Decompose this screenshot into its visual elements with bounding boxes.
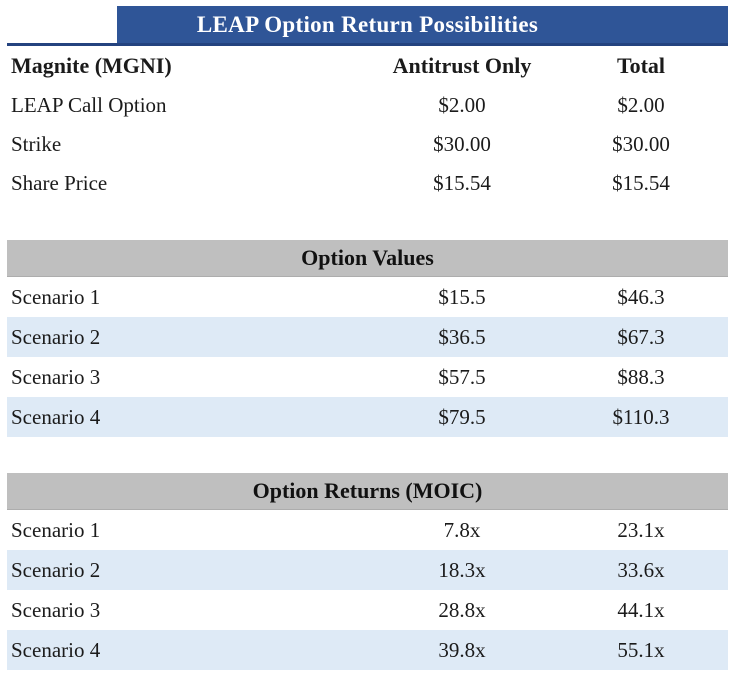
antitrust-value: 18.3x bbox=[438, 557, 486, 582]
antitrust-value: 7.8x bbox=[443, 517, 481, 542]
antitrust-value: $30.00 bbox=[433, 132, 491, 156]
column-header-antitrust: Antitrust Only bbox=[392, 53, 532, 78]
antitrust-value: 28.8x bbox=[438, 597, 486, 622]
table-row: Scenario 1 $15.5 $46.3 bbox=[7, 277, 728, 317]
antitrust-value: $57.5 bbox=[438, 364, 486, 389]
table-row: Scenario 4 $79.5 $110.3 bbox=[7, 397, 728, 437]
row-label: LEAP Call Option bbox=[11, 93, 167, 117]
antitrust-value: $79.5 bbox=[438, 404, 486, 429]
total-value: $67.3 bbox=[617, 324, 665, 349]
table-row: Scenario 4 39.8x 55.1x bbox=[7, 630, 728, 670]
total-value: $110.3 bbox=[612, 404, 670, 429]
corner-label: Magnite (MGNI) bbox=[11, 53, 172, 78]
total-value: 44.1x bbox=[617, 597, 665, 622]
table-row: Scenario 3 $57.5 $88.3 bbox=[7, 357, 728, 397]
table-row: Scenario 2 18.3x 33.6x bbox=[7, 550, 728, 590]
antitrust-value: $15.5 bbox=[438, 284, 486, 309]
row-label: Share Price bbox=[11, 171, 108, 195]
table-row: Share Price $15.54 $15.54 bbox=[7, 164, 728, 203]
table-row: LEAP Call Option $2.00 $2.00 bbox=[7, 86, 728, 125]
total-value: 23.1x bbox=[617, 517, 665, 542]
row-label: Scenario 2 bbox=[11, 324, 101, 349]
table-row: Scenario 3 28.8x 44.1x bbox=[7, 590, 728, 630]
total-value: $30.00 bbox=[612, 132, 670, 156]
antitrust-value: $36.5 bbox=[438, 324, 486, 349]
section-header-option-values: Option Values bbox=[7, 240, 728, 277]
row-label: Scenario 1 bbox=[11, 284, 101, 309]
row-label: Scenario 3 bbox=[11, 597, 101, 622]
total-value: $46.3 bbox=[617, 284, 665, 309]
antitrust-value: $15.54 bbox=[433, 171, 491, 195]
total-value: $15.54 bbox=[612, 171, 670, 195]
table-row: Strike $30.00 $30.00 bbox=[7, 125, 728, 164]
row-label: Scenario 4 bbox=[11, 404, 101, 429]
antitrust-value: $2.00 bbox=[438, 93, 486, 117]
title-band bbox=[117, 6, 728, 43]
title-row: LEAP Option Return Possibilities bbox=[7, 6, 728, 46]
row-label: Scenario 2 bbox=[11, 557, 101, 582]
row-label: Scenario 3 bbox=[11, 364, 101, 389]
table-row: Scenario 1 7.8x 23.1x bbox=[7, 510, 728, 550]
total-value: $88.3 bbox=[617, 364, 665, 389]
total-value: 33.6x bbox=[617, 557, 665, 582]
row-label: Scenario 4 bbox=[11, 637, 101, 662]
column-header-row: Magnite (MGNI) Antitrust Only Total bbox=[7, 46, 728, 86]
table-row: Scenario 2 $36.5 $67.3 bbox=[7, 317, 728, 357]
column-header-total: Total bbox=[616, 53, 666, 78]
antitrust-value: 39.8x bbox=[438, 637, 486, 662]
row-label: Strike bbox=[11, 132, 62, 156]
section-gap bbox=[7, 437, 728, 473]
total-value: 55.1x bbox=[617, 637, 665, 662]
row-label: Scenario 1 bbox=[11, 517, 101, 542]
section-gap bbox=[7, 203, 728, 240]
section-header-option-returns: Option Returns (MOIC) bbox=[7, 473, 728, 510]
table-content: LEAP Option Return Possibilities Magnite… bbox=[7, 0, 728, 670]
total-value: $2.00 bbox=[617, 93, 665, 117]
page-title: LEAP Option Return Possibilities bbox=[196, 12, 539, 37]
